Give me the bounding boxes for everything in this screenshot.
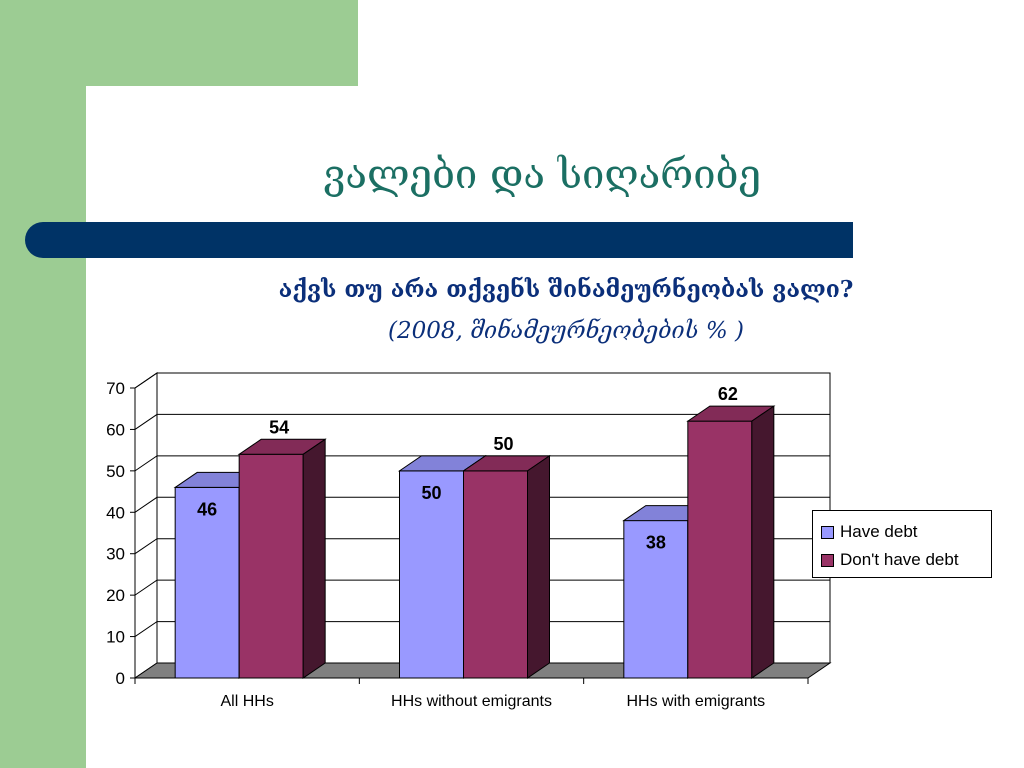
gridline	[134, 579, 830, 596]
legend-item-have-debt: Have debt	[813, 518, 991, 546]
chart-subtitle: (2008, შინამეურნეობების % )	[388, 318, 744, 344]
gridline	[134, 538, 830, 555]
gridline	[134, 413, 830, 430]
data-label: 46	[197, 499, 217, 519]
bar-side	[527, 454, 550, 679]
y-tick-label: 30	[106, 545, 125, 564]
y-tick-label: 70	[106, 379, 125, 398]
chart-legend: Have debt Don't have debt	[812, 510, 992, 578]
bar-front	[687, 420, 753, 679]
gridline	[134, 372, 830, 389]
gridline	[134, 455, 830, 472]
legend-swatch-have-debt	[821, 525, 834, 539]
gridline	[134, 496, 830, 513]
bar-front	[623, 520, 689, 679]
data-label: 62	[718, 384, 738, 404]
legend-label-have-debt: Have debt	[840, 522, 918, 541]
slide-title: ვალები და სიღარიბე	[323, 152, 761, 198]
chart-question: აქვს თუ არა თქვენს შინამეურნეობას ვალი?	[278, 276, 854, 303]
y-tick-label: 40	[106, 503, 125, 522]
y-tick-label: 0	[116, 669, 125, 688]
data-label: 38	[646, 533, 666, 553]
left-decor-band	[0, 0, 86, 768]
x-tick-label: HHs with emigrants	[626, 693, 765, 710]
bar-front	[174, 486, 240, 679]
x-tick-label: All HHs	[220, 693, 273, 710]
x-tick-label: HHs without emigrants	[391, 693, 552, 710]
y-tick-label: 10	[106, 628, 125, 647]
data-label: 50	[493, 434, 513, 454]
bar-side	[751, 405, 775, 679]
bar-front	[238, 453, 304, 679]
legend-label-no-debt: Don't have debt	[840, 550, 959, 569]
chart-side-wall	[134, 372, 158, 679]
bar-front	[463, 470, 528, 679]
legend-swatch-no-debt	[821, 553, 834, 567]
bar-front	[399, 470, 464, 679]
y-tick-label: 60	[106, 420, 125, 439]
legend-item-no-debt: Don't have debt	[813, 546, 991, 574]
data-label: 50	[421, 483, 441, 503]
bar-side	[302, 438, 326, 679]
y-tick-label: 20	[106, 586, 125, 605]
gridline	[134, 621, 830, 637]
title-underline-band	[25, 222, 853, 258]
y-tick-label: 50	[106, 462, 125, 481]
data-label: 54	[269, 417, 289, 437]
top-decor-band	[0, 0, 358, 86]
